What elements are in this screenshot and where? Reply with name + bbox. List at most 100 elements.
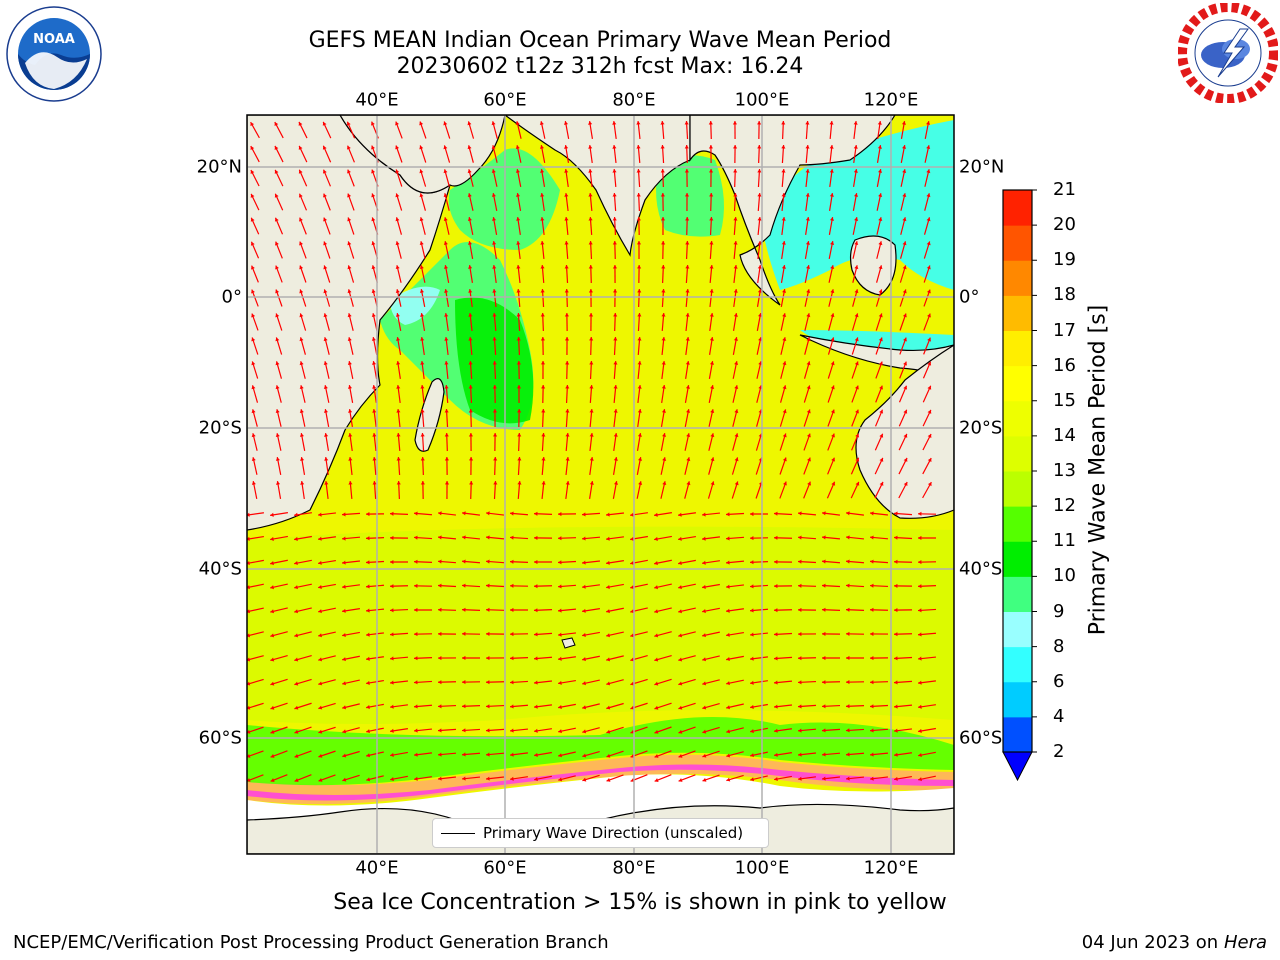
wave-direction-arrow [251, 457, 258, 475]
wave-direction-arrow [732, 433, 739, 451]
wave-direction-arrow [821, 607, 841, 612]
wave-direction-arrow [898, 457, 908, 475]
wave-direction-arrow [612, 144, 617, 164]
wave-direction-arrow [654, 607, 672, 614]
period-field-patch [656, 155, 724, 237]
wave-direction-arrow [299, 337, 306, 355]
wave-direction-arrow [582, 774, 600, 782]
wave-direction-arrow [491, 121, 498, 139]
wave-direction-arrow [582, 631, 600, 637]
wave-direction-arrow [294, 655, 312, 662]
wave-direction-arrow [558, 775, 576, 782]
wave-direction-arrow [247, 726, 264, 734]
wave-direction-arrow [876, 265, 883, 283]
wave-direction-arrow [731, 457, 739, 475]
noaa-logo-text: NOAA [33, 32, 75, 47]
wave-direction-arrow [749, 536, 769, 541]
wave-direction-arrow [461, 752, 481, 757]
wave-direction-arrow [389, 656, 409, 661]
wave-direction-arrow [637, 384, 642, 404]
lon-tick-top: 40°E [355, 89, 399, 111]
wave-direction-arrow [533, 680, 553, 685]
wave-direction-arrow [540, 240, 545, 260]
wave-direction-arrow [829, 193, 834, 211]
wave-direction-arrow [366, 703, 384, 710]
wave-direction-arrow [443, 265, 450, 283]
wave-direction-arrow [509, 607, 529, 613]
colorbar-tick: 6 [1053, 670, 1065, 692]
wave-direction-arrow [517, 480, 522, 500]
wave-direction-arrow [467, 145, 474, 163]
colorbar-segment [1003, 716, 1032, 753]
colorbar-tick: 13 [1053, 460, 1076, 481]
wave-direction-arrow [299, 241, 307, 259]
wave-direction-arrow [492, 288, 497, 308]
wave-direction-arrow [779, 481, 787, 499]
wave-direction-arrow [294, 750, 312, 758]
wave-direction-arrow [347, 217, 355, 235]
wave-direction-arrow [827, 409, 835, 427]
wave-direction-arrow [845, 680, 865, 685]
wave-direction-arrow [821, 511, 841, 516]
wave-direction-arrow [750, 751, 768, 758]
wave-direction-arrow [444, 456, 449, 476]
wave-direction-arrow [298, 121, 308, 139]
wave-direction-arrow [372, 480, 377, 500]
wave-direction-arrow [413, 511, 433, 516]
wave-direction-arrow [636, 457, 643, 475]
wave-direction-arrow [685, 264, 690, 284]
wave-direction-arrow [733, 216, 738, 236]
wave-direction-arrow [803, 361, 811, 379]
wave-direction-arrow [347, 289, 354, 307]
wave-direction-arrow [702, 726, 720, 734]
wave-direction-arrow [924, 121, 931, 139]
colorbar-tick: 16 [1053, 354, 1076, 376]
wave-direction-arrow [869, 680, 889, 685]
wave-direction-arrow [733, 144, 738, 164]
wave-direction-arrow [491, 145, 498, 163]
wave-direction-arrow [922, 385, 932, 403]
wave-direction-arrow [437, 728, 457, 733]
wave-direction-arrow [372, 361, 378, 379]
wave-direction-arrow [702, 655, 720, 662]
wave-direction-arrow [708, 409, 715, 427]
wave-direction-arrow [805, 217, 810, 235]
wave-direction-arrow [756, 337, 763, 355]
wave-direction-arrow [612, 192, 617, 212]
wave-direction-arrow [845, 704, 865, 709]
wave-direction-arrow [773, 680, 793, 685]
wave-direction-arrow [420, 480, 425, 500]
wave-direction-arrow [732, 337, 739, 355]
wave-direction-arrow [589, 457, 594, 475]
wave-direction-arrow [274, 217, 284, 235]
wave-direction-arrow [589, 408, 594, 428]
lon-tick-top: 80°E [612, 89, 656, 111]
wave-direction-arrow [298, 145, 308, 163]
wave-direction-arrow [918, 751, 936, 758]
wave-direction-arrow [564, 336, 570, 356]
wave-direction-arrow [299, 409, 306, 427]
wave-direction-arrow [389, 680, 409, 685]
wave-direction-arrow [636, 433, 642, 451]
wave-direction-arrow [899, 265, 907, 283]
wave-direction-arrow [869, 535, 889, 540]
wave-direction-arrow [516, 336, 521, 356]
wave-direction-arrow [299, 313, 307, 331]
wave-direction-arrow [322, 121, 332, 139]
wave-direction-arrow [678, 726, 696, 734]
wave-direction-arrow [492, 360, 497, 380]
wave-direction-arrow [678, 535, 696, 541]
wave-direction-arrow [922, 361, 932, 379]
wave-direction-arrow [780, 289, 787, 307]
wave-direction-arrow [726, 703, 744, 710]
wave-direction-arrow [492, 384, 497, 404]
wave-direction-arrow [437, 631, 457, 636]
wave-direction-arrow [876, 193, 883, 211]
wave-direction-arrow [270, 774, 288, 782]
wave-direction-arrow [702, 607, 720, 614]
wave-direction-arrow [274, 169, 284, 187]
wave-direction-arrow [437, 583, 457, 588]
wave-direction-arrow [534, 728, 552, 733]
wave-direction-arrow [276, 481, 282, 499]
wave-direction-arrow [558, 656, 576, 661]
